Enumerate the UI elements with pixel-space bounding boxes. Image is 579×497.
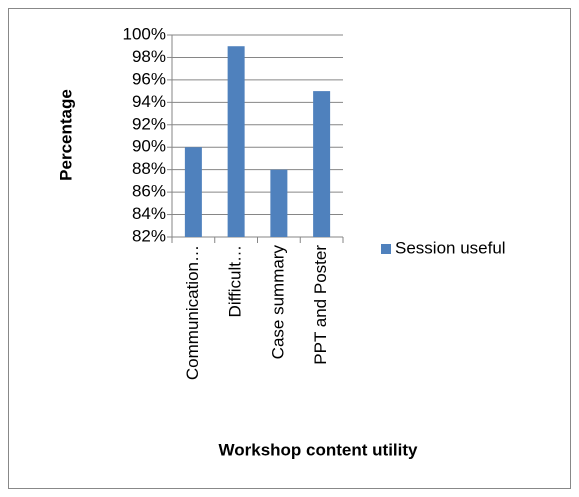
x-tick-label: PPT and Poster — [311, 245, 330, 365]
y-tick-label: 96% — [132, 69, 166, 88]
bar — [270, 169, 288, 237]
legend-swatch — [381, 244, 391, 254]
bar — [313, 91, 331, 237]
x-tick-label: Communication… — [183, 245, 202, 380]
y-tick-label: 98% — [132, 47, 166, 66]
y-tick-label: 84% — [132, 204, 166, 223]
chart-border — [8, 8, 571, 489]
y-tick-label: 92% — [132, 114, 166, 133]
x-axis-label: Workshop content utility — [219, 440, 419, 459]
y-axis-label: Percentage — [56, 89, 75, 181]
bar — [227, 46, 245, 237]
y-tick-label: 94% — [132, 92, 166, 111]
x-tick-label: Difficult… — [226, 245, 245, 317]
legend-label: Session useful — [395, 238, 506, 257]
bar — [184, 147, 202, 237]
y-tick-label: 90% — [132, 137, 166, 156]
y-tick-label: 86% — [132, 182, 166, 201]
x-tick-label: Case summary — [268, 245, 287, 360]
y-tick-label: 100% — [123, 24, 166, 43]
y-tick-label: 82% — [132, 226, 166, 245]
y-tick-label: 88% — [132, 159, 166, 178]
